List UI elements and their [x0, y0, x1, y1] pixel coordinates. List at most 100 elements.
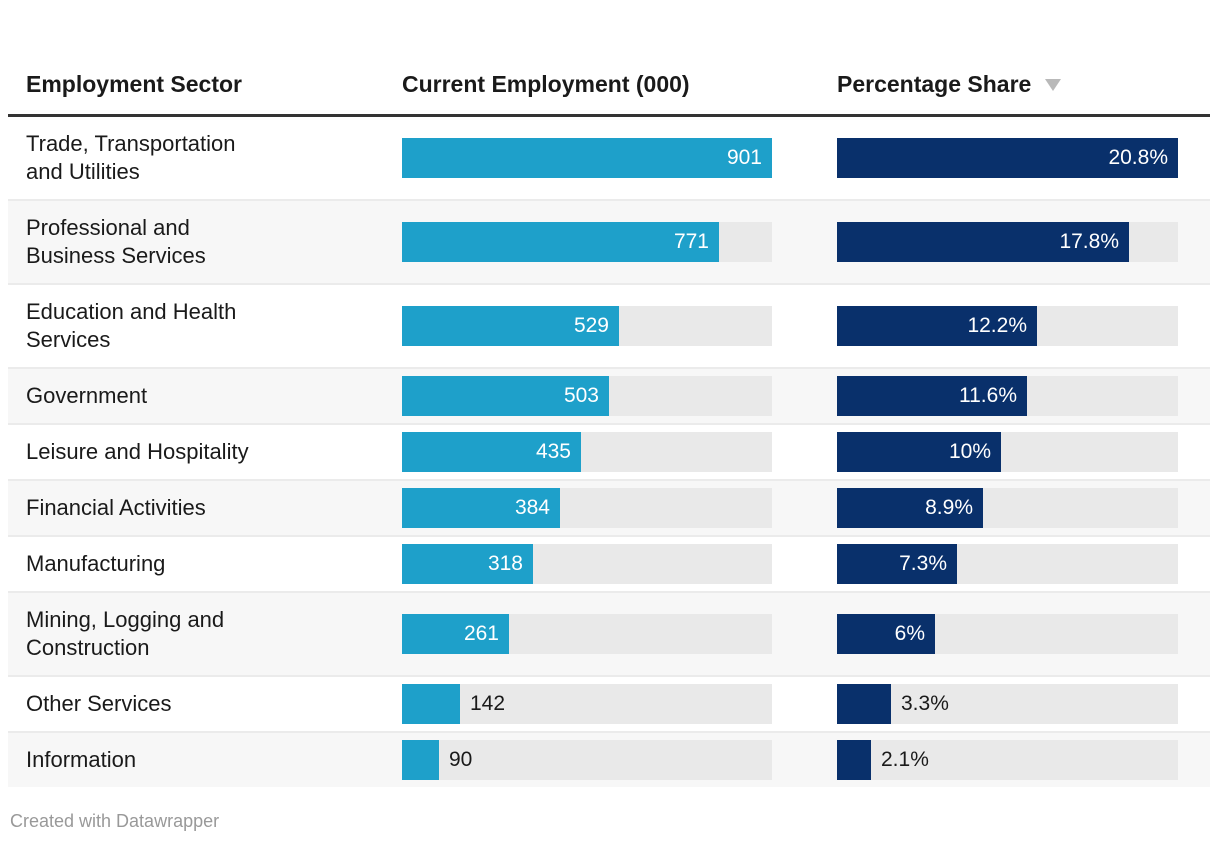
table-row: Financial Activities 384 8.9%: [8, 479, 1210, 535]
share-value-label: 20.8%: [1108, 146, 1168, 169]
table-row: Professional and Business Services 771 17.…: [8, 199, 1210, 283]
emp-value-label: 142: [470, 692, 506, 715]
share-bar: 17.8%: [837, 222, 1129, 262]
sector-cell: Mining, Logging and Construction: [8, 593, 402, 675]
emp-value-label: 901: [726, 146, 762, 169]
employment-cell: 435: [402, 432, 837, 472]
employment-cell: 384: [402, 488, 837, 528]
emp-bar: 384: [402, 488, 560, 528]
table-row: Leisure and Hospitality 435 10%: [8, 423, 1210, 479]
share-cell: 3.3%: [837, 684, 1210, 724]
attribution: Created with Datawrapper: [8, 811, 1210, 832]
share-bar-track: 7.3%: [837, 544, 1178, 584]
employment-cell: 901: [402, 138, 837, 178]
share-cell: 7.3%: [837, 544, 1210, 584]
sector-cell: Trade, Transportation and Utilities: [8, 117, 402, 199]
table-header-row: Employment Sector Current Employment (00…: [8, 40, 1210, 117]
table-row: Information 90 2.1%: [8, 731, 1210, 787]
emp-value-label: 529: [573, 314, 609, 337]
share-bar: 7.3%: [837, 544, 957, 584]
emp-bar: 901: [402, 138, 772, 178]
share-cell: 8.9%: [837, 488, 1210, 528]
share-bar: 6%: [837, 614, 935, 654]
emp-bar-track: 90: [402, 740, 772, 780]
emp-value-label: 503: [563, 384, 599, 407]
share-bar-track: 11.6%: [837, 376, 1178, 416]
emp-bar-track: 771: [402, 222, 772, 262]
sector-label: Leisure and Hospitality: [26, 439, 249, 464]
emp-bar: 261: [402, 614, 509, 654]
share-value-label: 3.3%: [901, 692, 949, 715]
share-cell: 12.2%: [837, 306, 1210, 346]
share-cell: 10%: [837, 432, 1210, 472]
emp-value-label: 318: [487, 552, 523, 575]
emp-bar-track: 435: [402, 432, 772, 472]
employment-cell: 503: [402, 376, 837, 416]
table-row: Manufacturing 318 7.3%: [8, 535, 1210, 591]
table-row: Other Services 142 3.3%: [8, 675, 1210, 731]
share-value-label: 6%: [894, 622, 925, 645]
sector-label: Mining, Logging and Construction: [26, 607, 225, 660]
sector-label: Education and Health Services: [26, 299, 237, 352]
column-header-employment-sector[interactable]: Employment Sector: [8, 71, 402, 97]
emp-bar-track: 901: [402, 138, 772, 178]
emp-bar: 318: [402, 544, 533, 584]
share-bar: 12.2%: [837, 306, 1037, 346]
emp-value-label: 771: [673, 230, 709, 253]
share-bar-track: 2.1%: [837, 740, 1178, 780]
sector-cell: Financial Activities: [8, 481, 402, 535]
share-bar-track: 12.2%: [837, 306, 1178, 346]
employment-cell: 529: [402, 306, 837, 346]
datawrapper-attribution-link[interactable]: Created with Datawrapper: [10, 811, 220, 831]
share-bar: [837, 740, 871, 780]
share-bar: 10%: [837, 432, 1001, 472]
column-header-label: Current Employment (000): [402, 71, 690, 97]
sector-cell: Information: [8, 733, 402, 787]
share-cell: 11.6%: [837, 376, 1210, 416]
sector-cell: Education and Health Services: [8, 285, 402, 367]
emp-bar: [402, 740, 439, 780]
column-header-current-employment[interactable]: Current Employment (000): [402, 71, 837, 97]
sector-label: Financial Activities: [26, 495, 206, 520]
table-row: Mining, Logging and Construction 261 6%: [8, 591, 1210, 675]
emp-bar-track: 142: [402, 684, 772, 724]
employment-cell: 771: [402, 222, 837, 262]
share-cell: 20.8%: [837, 138, 1210, 178]
share-value-label: 8.9%: [925, 496, 973, 519]
sector-cell: Other Services: [8, 677, 402, 731]
share-cell: 17.8%: [837, 222, 1210, 262]
table-row: Trade, Transportation and Utilities 901 20…: [8, 117, 1210, 199]
share-bar-track: 6%: [837, 614, 1178, 654]
table-row: Education and Health Services 529 12.2%: [8, 283, 1210, 367]
emp-bar: 503: [402, 376, 609, 416]
sector-cell: Professional and Business Services: [8, 201, 402, 283]
sector-cell: Manufacturing: [8, 537, 402, 591]
emp-bar: 771: [402, 222, 719, 262]
employment-cell: 90: [402, 740, 837, 780]
share-bar: 8.9%: [837, 488, 983, 528]
employment-cell: 261: [402, 614, 837, 654]
employment-cell: 142: [402, 684, 837, 724]
sector-cell: Government: [8, 369, 402, 423]
emp-bar: [402, 684, 460, 724]
sort-descending-icon[interactable]: [1045, 79, 1062, 91]
share-bar-track: 3.3%: [837, 684, 1178, 724]
share-bar: 11.6%: [837, 376, 1027, 416]
sector-label: Other Services: [26, 691, 172, 716]
sector-label: Information: [26, 747, 137, 772]
share-cell: 2.1%: [837, 740, 1210, 780]
emp-value-label: 261: [463, 622, 499, 645]
share-bar-track: 17.8%: [837, 222, 1178, 262]
emp-bar-track: 261: [402, 614, 772, 654]
employment-table-page: Employment Sector Current Employment (00…: [8, 0, 1210, 832]
share-bar: 20.8%: [837, 138, 1178, 178]
column-header-percentage-share[interactable]: Percentage Share: [837, 71, 1210, 97]
emp-bar-track: 529: [402, 306, 772, 346]
emp-value-label: 384: [514, 496, 550, 519]
sector-label: Government: [26, 383, 148, 408]
emp-bar: 435: [402, 432, 581, 472]
emp-bar-track: 384: [402, 488, 772, 528]
column-header-label: Employment Sector: [26, 71, 242, 97]
sector-label: Manufacturing: [26, 551, 166, 576]
share-value-label: 12.2%: [967, 314, 1027, 337]
